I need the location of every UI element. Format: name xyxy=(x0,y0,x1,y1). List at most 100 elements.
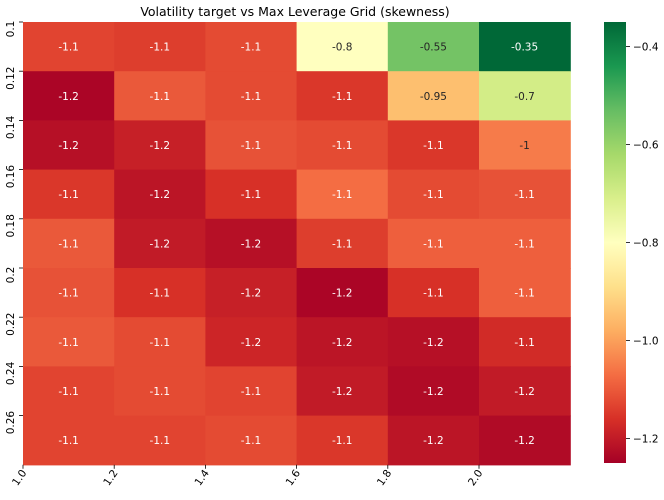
heatmap-cell xyxy=(114,366,206,417)
heatmap-cell xyxy=(387,366,480,417)
cell-value-label: -1.2 xyxy=(423,337,444,349)
cell-value-label: -1.1 xyxy=(514,189,535,201)
cell-value-label: -1 xyxy=(519,140,529,152)
heatmap-cell xyxy=(296,317,389,367)
cell-value-label: -1.1 xyxy=(423,288,444,300)
y-axis-ticks: 0.1 0.12 0.14 0.16 0.18 0.2 0.22 0.24 0.26 xyxy=(5,21,23,434)
cell-value-label: -1.1 xyxy=(332,435,353,447)
heatmap-cell xyxy=(23,120,115,171)
heatmap-cell xyxy=(479,317,571,367)
colorbar: −0.4 −0.6 −0.8 −1.0 −1.2 xyxy=(604,22,659,463)
heatmap-cell xyxy=(23,268,115,318)
cell-value-label: -1.1 xyxy=(241,189,262,201)
heatmap-cell xyxy=(205,22,298,72)
cell-value-label: -1.2 xyxy=(241,288,262,300)
heatmap-cell xyxy=(296,169,389,220)
heatmap-cell xyxy=(114,317,206,367)
x-tick-label: 1.8 xyxy=(375,468,394,489)
cell-value-label: -1.1 xyxy=(423,189,444,201)
heatmap-cell xyxy=(479,120,571,171)
heatmap-cell xyxy=(205,71,298,121)
cell-value-label: -1.2 xyxy=(150,238,171,250)
cell-value-label: -1.2 xyxy=(58,140,79,152)
cell-value-label: -1.1 xyxy=(241,91,262,103)
cell-value-label: -1.2 xyxy=(150,189,171,201)
heatmap-cell xyxy=(479,415,571,466)
cell-value-label: -1.1 xyxy=(241,386,262,398)
heatmap-cell xyxy=(114,22,206,72)
cell-value-label: -1.1 xyxy=(423,140,444,152)
cell-labels: -1.1 -1.1 -1.1 -0.8 -0.55 -0.35 -1.2 -1.1 -1.1 -1… xyxy=(58,42,538,448)
y-tick-label: 0.12 xyxy=(5,67,17,90)
heatmap-cell xyxy=(387,218,480,269)
heatmap-cell xyxy=(296,366,389,417)
y-tick-label: 0.2 xyxy=(5,267,17,284)
colorbar-tick-label: −1.0 xyxy=(633,336,659,348)
x-tick-label: 1.0 xyxy=(10,468,29,489)
cell-value-label: -0.7 xyxy=(514,91,535,103)
cell-value-label: -1.2 xyxy=(58,91,79,103)
x-axis-ticks: 1.0 1.2 1.4 1.6 1.8 2.0 xyxy=(10,464,485,489)
cell-value-label: -0.8 xyxy=(332,42,353,54)
heatmap-cell xyxy=(387,415,480,466)
cell-value-label: -1.1 xyxy=(332,238,353,250)
chart-title: Volatility target vs Max Leverage Grid (… xyxy=(140,4,449,19)
y-tick-label: 0.16 xyxy=(5,165,17,189)
heatmap-cell xyxy=(296,120,389,171)
heatmap-cell xyxy=(205,366,298,417)
heatmap-cell xyxy=(296,22,389,72)
heatmap-cell xyxy=(205,317,298,367)
heatmap-cell xyxy=(479,169,571,220)
cell-value-label: -1.2 xyxy=(332,337,353,349)
cell-value-label: -1.2 xyxy=(514,386,535,398)
y-tick-label: 0.22 xyxy=(5,313,17,336)
heatmap-cell xyxy=(23,71,115,121)
heatmap-cell xyxy=(296,71,389,121)
cell-value-label: -1.1 xyxy=(58,386,79,398)
cell-value-label: -1.1 xyxy=(58,238,79,250)
heatmap-cell xyxy=(23,366,115,417)
colorbar-tick-label: −1.2 xyxy=(633,434,659,446)
cell-value-label: -1.2 xyxy=(423,386,444,398)
cell-value-label: -1.1 xyxy=(150,91,171,103)
heatmap-cell xyxy=(114,268,206,318)
cell-value-label: -1.2 xyxy=(150,140,171,152)
cell-value-label: -0.35 xyxy=(511,42,538,54)
cell-value-label: -1.1 xyxy=(150,42,171,54)
heatmap-cell xyxy=(479,366,571,417)
cell-value-label: -0.55 xyxy=(420,42,447,54)
x-tick-label: 1.2 xyxy=(101,468,120,489)
heatmap-cell xyxy=(23,169,115,220)
heatmap-cell xyxy=(296,268,389,318)
x-tick-label: 2.0 xyxy=(466,468,485,489)
colorbar-tick-label: −0.4 xyxy=(633,42,659,54)
cell-value-label: -1.1 xyxy=(332,140,353,152)
cell-value-label: -1.1 xyxy=(58,42,79,54)
heatmap-cell xyxy=(205,120,298,171)
heatmap-cell xyxy=(387,120,480,171)
cell-value-label: -1.1 xyxy=(423,238,444,250)
cell-value-label: -1.2 xyxy=(241,337,262,349)
heatmap-cell xyxy=(479,268,571,318)
cell-value-label: -1.1 xyxy=(241,140,262,152)
heatmap-cell xyxy=(23,415,115,466)
cell-value-label: -1.2 xyxy=(514,435,535,447)
cell-value-label: -1.1 xyxy=(514,337,535,349)
colorbar-tick-label: −0.6 xyxy=(633,140,659,152)
heatmap-cell xyxy=(479,71,571,121)
heatmap-cell xyxy=(23,218,115,269)
colorbar-tick-label: −0.8 xyxy=(633,238,659,250)
heatmap-cell xyxy=(205,268,298,318)
cell-value-label: -1.2 xyxy=(241,238,262,250)
heatmap-cell xyxy=(387,268,480,318)
heatmap-cell xyxy=(387,71,480,121)
y-tick-label: 0.14 xyxy=(5,115,17,139)
heatmap-cell xyxy=(205,415,298,466)
cell-value-label: -1.1 xyxy=(332,91,353,103)
x-tick-label: 1.4 xyxy=(192,467,212,488)
heatmap-cell xyxy=(205,169,298,220)
cell-value-label: -1.2 xyxy=(332,288,353,300)
y-tick-label: 0.24 xyxy=(5,361,17,385)
